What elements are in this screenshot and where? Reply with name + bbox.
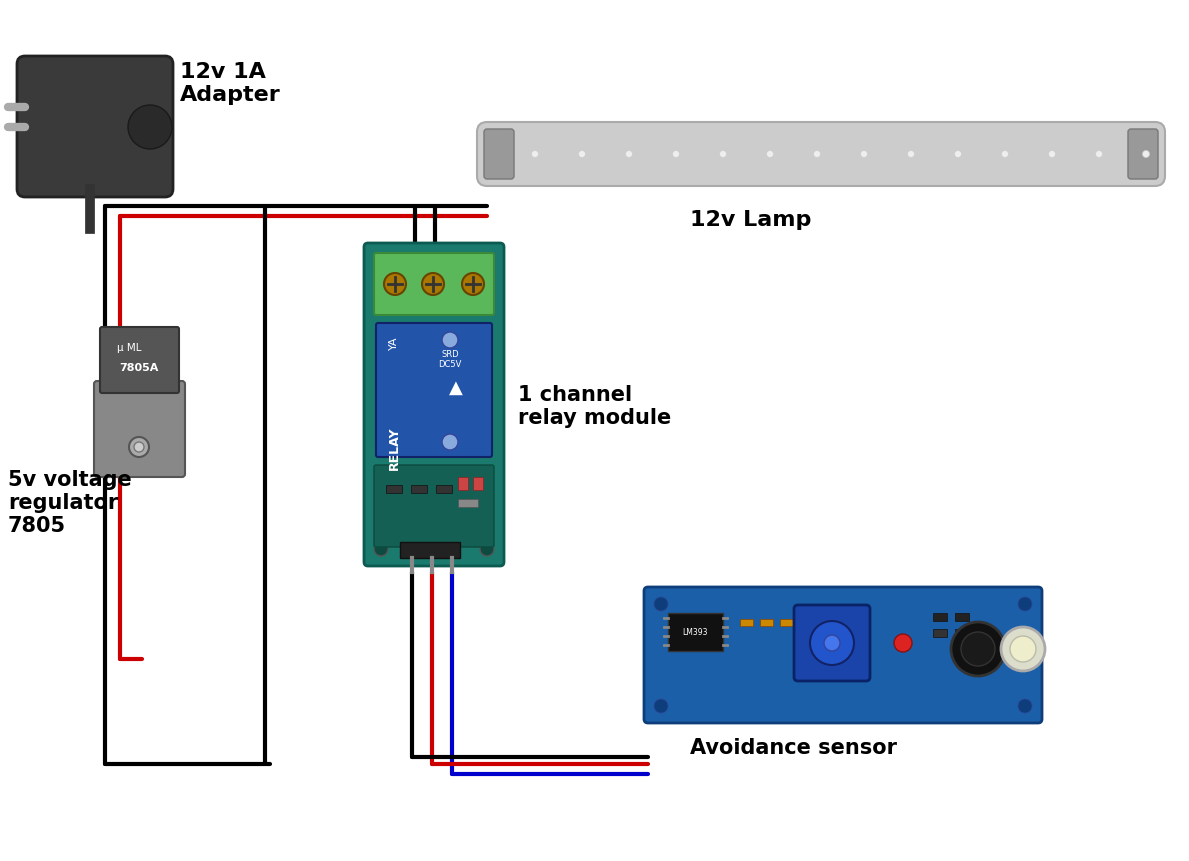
Text: Avoidance sensor: Avoidance sensor <box>690 737 897 757</box>
Circle shape <box>894 635 912 653</box>
Bar <box>740 619 753 626</box>
Circle shape <box>1049 152 1056 158</box>
Text: YA: YA <box>389 336 400 350</box>
Bar <box>668 613 723 651</box>
FancyBboxPatch shape <box>364 244 504 567</box>
Text: 1 channel
relay module: 1 channel relay module <box>518 385 672 428</box>
FancyBboxPatch shape <box>100 328 180 393</box>
FancyBboxPatch shape <box>375 466 493 548</box>
Circle shape <box>955 152 962 158</box>
Text: ▲: ▲ <box>449 379 463 397</box>
Bar <box>400 542 460 558</box>
Text: μ ML: μ ML <box>117 343 141 353</box>
Circle shape <box>579 152 585 158</box>
Circle shape <box>625 152 633 158</box>
Circle shape <box>480 542 493 556</box>
FancyBboxPatch shape <box>376 324 492 457</box>
Bar <box>760 619 773 626</box>
Bar <box>780 619 793 626</box>
Circle shape <box>767 152 774 158</box>
Text: RELAY: RELAY <box>388 425 401 469</box>
Bar <box>933 613 946 622</box>
Circle shape <box>654 699 668 713</box>
Bar <box>436 486 452 493</box>
Bar <box>955 613 969 622</box>
Circle shape <box>422 274 443 295</box>
Circle shape <box>961 632 995 666</box>
Circle shape <box>1143 152 1150 158</box>
Circle shape <box>442 332 458 349</box>
FancyBboxPatch shape <box>477 123 1165 187</box>
Circle shape <box>375 254 388 268</box>
Bar <box>473 478 483 491</box>
Circle shape <box>128 437 149 457</box>
FancyBboxPatch shape <box>94 381 185 478</box>
Circle shape <box>384 274 405 295</box>
Circle shape <box>951 623 1005 676</box>
FancyBboxPatch shape <box>375 254 493 316</box>
Bar <box>955 629 969 637</box>
Circle shape <box>719 152 726 158</box>
FancyBboxPatch shape <box>17 57 174 198</box>
Circle shape <box>1018 699 1032 713</box>
Bar <box>458 499 478 507</box>
Circle shape <box>463 274 484 295</box>
Circle shape <box>1001 628 1045 672</box>
Text: 12v 1A
Adapter: 12v 1A Adapter <box>180 62 281 105</box>
Circle shape <box>480 254 493 268</box>
Bar <box>411 486 427 493</box>
Bar <box>458 478 468 491</box>
Text: LM393: LM393 <box>682 628 707 637</box>
Circle shape <box>824 635 839 651</box>
Text: 5v voltage
regulator
7805: 5v voltage regulator 7805 <box>8 469 132 536</box>
Text: SRD
DC5V: SRD DC5V <box>439 350 461 369</box>
Circle shape <box>810 622 854 666</box>
Circle shape <box>134 443 144 453</box>
Circle shape <box>128 106 172 150</box>
Text: 12v Lamp: 12v Lamp <box>690 210 811 230</box>
Circle shape <box>654 598 668 611</box>
Circle shape <box>813 152 820 158</box>
FancyBboxPatch shape <box>484 130 514 180</box>
Text: 7805A: 7805A <box>119 362 158 373</box>
Circle shape <box>1009 636 1036 662</box>
FancyBboxPatch shape <box>1128 130 1158 180</box>
Circle shape <box>442 435 458 450</box>
Circle shape <box>1018 598 1032 611</box>
Circle shape <box>861 152 868 158</box>
Bar <box>933 629 946 637</box>
Circle shape <box>673 152 679 158</box>
Circle shape <box>907 152 914 158</box>
FancyBboxPatch shape <box>794 605 870 681</box>
FancyBboxPatch shape <box>644 587 1042 723</box>
Circle shape <box>1095 152 1102 158</box>
Circle shape <box>1001 152 1008 158</box>
Bar <box>386 486 402 493</box>
Circle shape <box>375 542 388 556</box>
Circle shape <box>531 152 539 158</box>
